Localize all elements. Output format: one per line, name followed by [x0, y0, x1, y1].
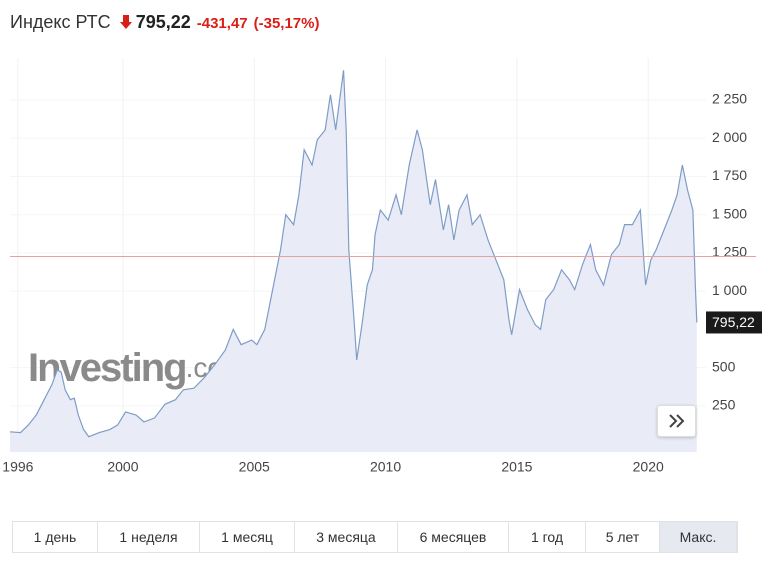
x-tick-label: 2010 [370, 459, 401, 475]
range-button[interactable]: 6 месяцев [398, 522, 509, 552]
change: -431,47 [196, 15, 248, 32]
x-tick-label: 2000 [107, 459, 138, 475]
range-button[interactable]: 1 день [13, 522, 98, 552]
price: 795,22 [135, 12, 191, 32]
chart: 1996 2000 2005 2010 2015 2020 250 500 1 000 1 250… [2, 58, 762, 475]
y-tick-label: 2 250 [712, 91, 747, 107]
range-button[interactable]: 1 неделя [98, 522, 200, 552]
range-button[interactable]: 1 год [509, 522, 586, 552]
y-tick-label: 1 500 [712, 205, 747, 221]
area [10, 70, 697, 453]
range-button[interactable]: 1 месяц [200, 522, 295, 552]
line [9, 70, 698, 438]
last-price-badge [706, 311, 762, 334]
x-tick-label: 2020 [633, 459, 664, 475]
y-tick-label: 1 000 [712, 282, 747, 298]
x-tick-label: 2015 [501, 459, 532, 475]
down-arrow [119, 15, 132, 29]
y-tick-label: 1 750 [712, 167, 747, 183]
range-button[interactable]: Макс. [660, 522, 737, 552]
y-tick-label: 2 000 [712, 129, 747, 145]
x-tick-label: 2005 [239, 459, 270, 475]
watermark-brand: Investing [28, 346, 186, 390]
range-button[interactable]: 5 лет [586, 522, 660, 552]
last-price-label: 795,22 [712, 314, 755, 330]
header: Индекс РТС 795,22 -431,47 (-35,17%) [10, 12, 319, 33]
change-pct: (-35,17%) [253, 15, 320, 32]
range-button[interactable]: 3 месяца [295, 522, 398, 552]
index-name: Индекс РТС [10, 12, 111, 32]
x-tick-label: 1996 [2, 459, 33, 475]
y-tick-label: 250 [712, 397, 736, 413]
range-selector: 1 день 1 неделя 1 месяц 3 месяца 6 месяцев 1 … [12, 521, 738, 553]
y-tick-label: 500 [712, 358, 736, 374]
chevrons [669, 414, 685, 428]
y-tick-label: 1 250 [712, 244, 747, 260]
scroll-right-button[interactable] [657, 405, 696, 437]
